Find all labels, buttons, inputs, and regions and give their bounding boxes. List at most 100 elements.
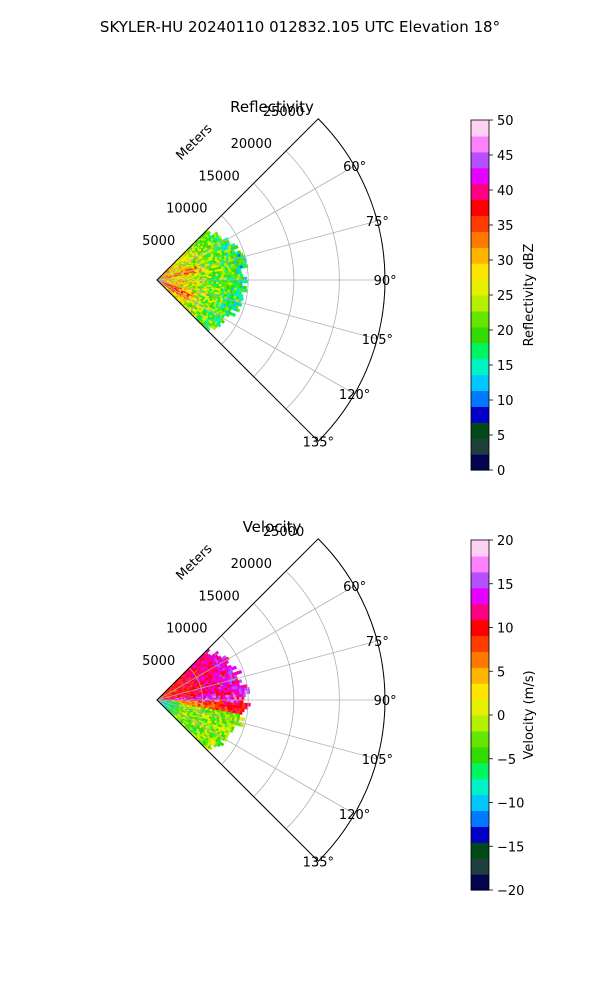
colorbar-swatch (471, 358, 489, 376)
colorbar-tick-label: −10 (497, 797, 524, 812)
data-cell (213, 275, 217, 279)
radial-tick-label: 25000 (263, 525, 304, 540)
colorbar-tick-label: −15 (497, 840, 524, 855)
colorbar-swatch (471, 295, 489, 312)
data-cell (225, 694, 229, 698)
data-cell (210, 695, 214, 699)
data-cell (234, 697, 238, 701)
data-cell (234, 691, 238, 695)
colorbar-swatch (471, 699, 489, 716)
data-cell (236, 285, 240, 289)
colorbar-swatch (471, 730, 489, 748)
data-cell (232, 282, 236, 286)
data-cell (244, 276, 248, 281)
colorbar-swatch (471, 667, 489, 684)
colorbar-swatch (471, 406, 489, 423)
colorbar-swatch (471, 762, 489, 780)
colorbar-swatch (471, 826, 489, 843)
data-cell (241, 717, 246, 722)
azimuth-gridline (156, 699, 355, 815)
data-cell (232, 279, 236, 283)
colorbar-tick-label: 25 (497, 289, 514, 304)
colorbar-swatch (471, 746, 489, 764)
data-cell (242, 279, 246, 284)
data-cell (242, 693, 246, 698)
data-cell (244, 705, 248, 710)
colorbar-swatch (471, 683, 489, 700)
azimuth-gridline (156, 699, 378, 760)
data-cell (215, 273, 219, 277)
data-cell (223, 282, 226, 285)
colorbar-swatch (471, 778, 489, 796)
colorbar-swatch (471, 651, 489, 668)
data-cell (238, 271, 242, 275)
data-cell (233, 285, 237, 289)
colorbar-swatch (471, 587, 489, 605)
colorbar-label: Velocity (m/s) (522, 670, 537, 759)
colorbar-tick-label: 30 (497, 254, 514, 269)
data-cell (241, 696, 245, 701)
data-cell (242, 702, 246, 707)
data-cell (237, 274, 241, 278)
data-cell (221, 702, 225, 705)
data-cell (235, 699, 239, 703)
angle-tick-label: 90° (374, 274, 397, 289)
radial-tick-label: 15000 (198, 589, 239, 604)
angle-tick-label: 135° (303, 435, 334, 450)
data-cell (224, 702, 228, 706)
data-cell (218, 281, 222, 285)
data-cell (234, 705, 238, 709)
colorbar-swatch (471, 842, 489, 859)
data-cell (223, 275, 227, 278)
data-cell (205, 696, 209, 699)
colorbar-swatch (471, 810, 489, 827)
colorbar-swatch (471, 858, 489, 875)
data-cell (209, 746, 213, 751)
data-cell (240, 699, 244, 704)
reflectivity-panel: Reflectivity 5000 10000 15000 20000 25000 Mete… (142, 98, 537, 479)
data-cell (213, 695, 217, 699)
azimuth-gridline (156, 585, 355, 701)
data-cell (245, 279, 249, 284)
radial-tick-label: 15000 (198, 169, 239, 184)
data-cell (217, 323, 222, 328)
data-cell (238, 285, 242, 289)
data-cell (231, 691, 235, 696)
data-cell (235, 274, 239, 278)
data-cell (244, 690, 248, 695)
data-cell (233, 699, 237, 703)
data-cell (237, 694, 241, 698)
colorbar-tick-label: 5 (497, 429, 505, 444)
colorbar-swatch (471, 635, 489, 652)
radial-tick-label: 5000 (142, 654, 175, 669)
data-cell (234, 279, 238, 283)
colorbar-swatch (471, 279, 489, 296)
colorbar-tick-label: 5 (497, 665, 505, 680)
data-cell (220, 695, 224, 699)
data-cell (237, 279, 241, 284)
data-cell (226, 239, 230, 244)
data-cell (226, 313, 231, 318)
colorbar-swatch (471, 540, 489, 557)
data-cell (236, 691, 240, 695)
colorbar-tick-label: 0 (497, 464, 505, 479)
colorbar-tick-label: 15 (497, 359, 514, 374)
data-cell (211, 275, 215, 279)
radial-tick-label: 20000 (231, 137, 272, 152)
data-cell (206, 276, 210, 279)
data-cell (223, 695, 227, 698)
data-cell (229, 702, 233, 706)
colorbar-swatch (471, 135, 489, 153)
data-cell (241, 690, 246, 695)
data-cell (234, 244, 239, 250)
data-cell (232, 313, 237, 318)
colorbar-tick-label: 50 (497, 114, 514, 129)
data-cell (212, 326, 217, 331)
data-cell (241, 276, 245, 281)
azimuth-gridline (156, 165, 355, 281)
data-cell (243, 288, 248, 293)
data-cell (227, 282, 231, 286)
data-cell (239, 279, 243, 284)
data-cell (231, 704, 236, 709)
angle-tick-label: 120° (339, 808, 370, 823)
